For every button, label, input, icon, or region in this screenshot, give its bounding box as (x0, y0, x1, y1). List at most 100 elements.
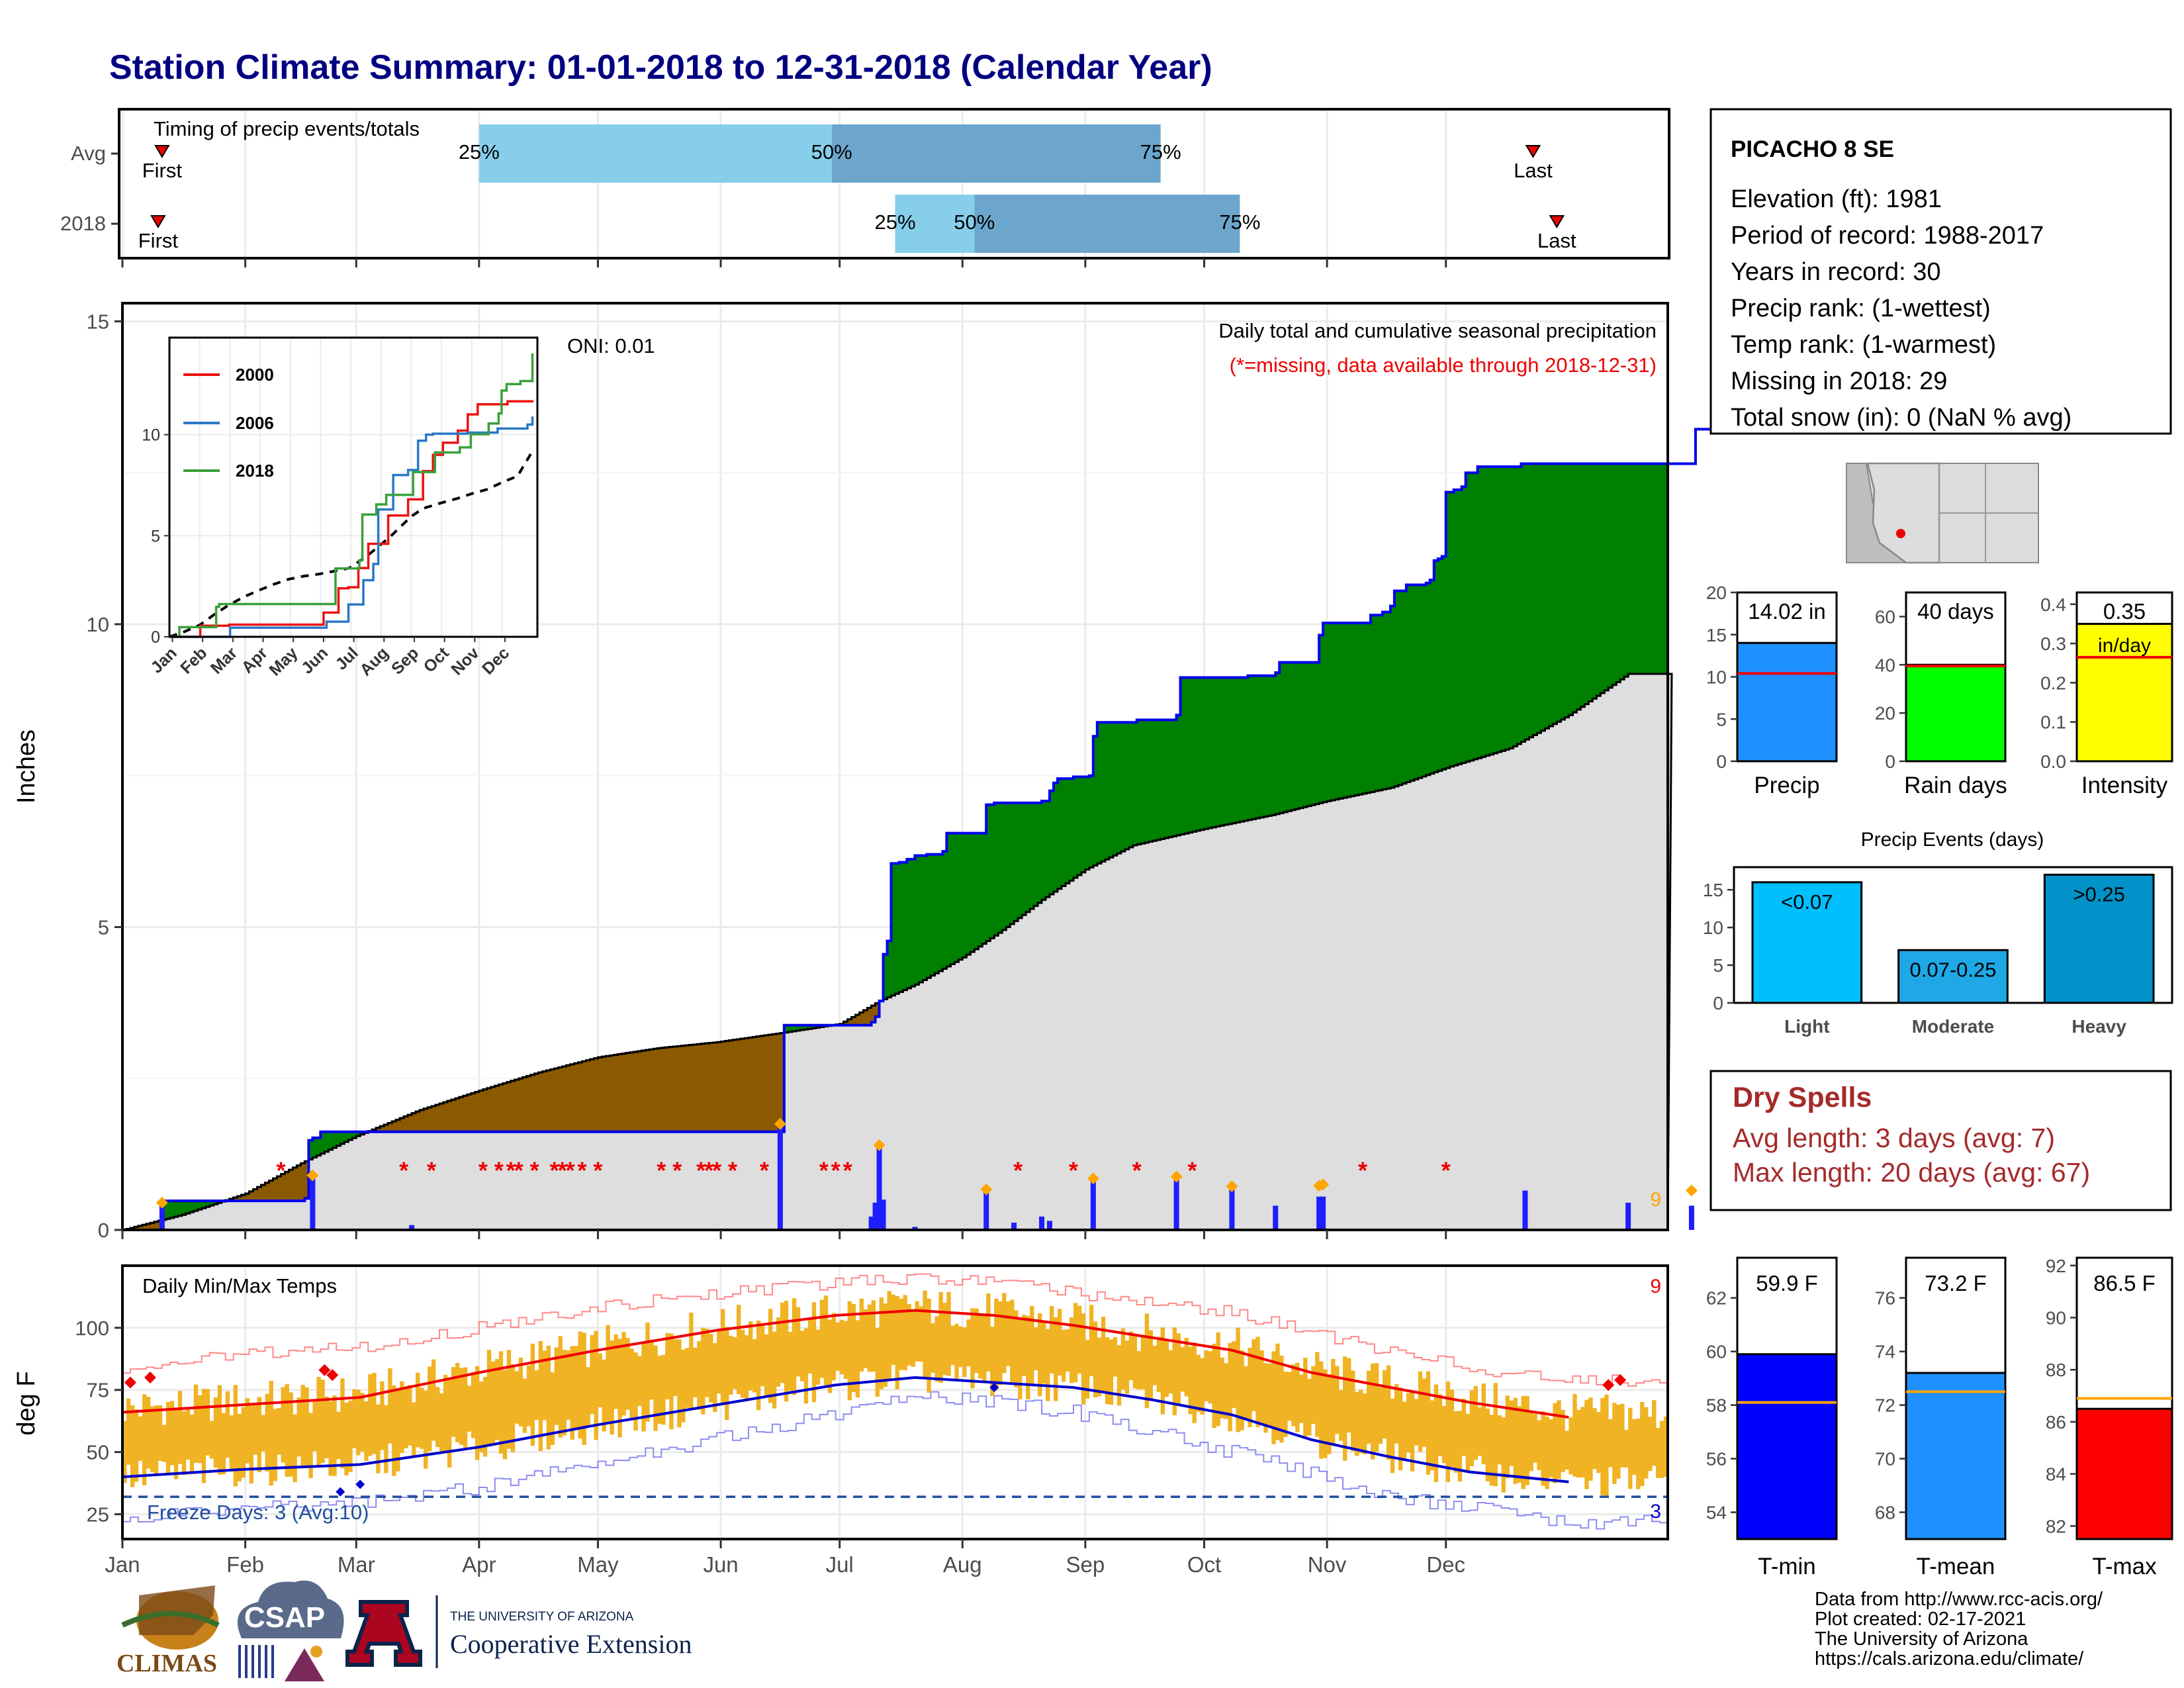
precip-daily-bar (1688, 1205, 1694, 1230)
summary-bar-y-tick-label: 0 (1716, 751, 1727, 772)
timing-panel-label: Timing of precip events/totals (154, 117, 420, 140)
dry-spells-max-length: Max length: 20 days (avg: 67) (1733, 1157, 2090, 1188)
temp-summary-bar-t-mean: 73.2 F 68 70 72 74 76 T-mean (1875, 1256, 2007, 1579)
temp-summary-bar-y-tick-label: 54 (1706, 1503, 1727, 1523)
precip-daily-bar (912, 1227, 918, 1230)
station-info-line: Period of record: 1988-2017 (1731, 222, 2044, 250)
temp-summary-bar-fill (1905, 1372, 2007, 1540)
temp-x-tick-label: Oct (1187, 1552, 1221, 1577)
precip-missing-marker: * (760, 1156, 769, 1184)
temp-record-high-line (122, 1273, 1668, 1387)
inset-legend-label-2006: 2006 (236, 413, 274, 433)
csap-logo-text: CSAP (244, 1601, 325, 1634)
timing-last-label: Last (1514, 159, 1553, 182)
precip-y-tick-label: 15 (87, 310, 109, 333)
station-info-box (1709, 108, 2172, 435)
temp-summary-bar-y-tick-label: 84 (2046, 1464, 2066, 1485)
temp-summary-bar-y-tick-label: 92 (2046, 1256, 2066, 1276)
temp-daily-range-bars (122, 1290, 1668, 1497)
temp-summary-bar-y-tick-label: 68 (1875, 1503, 1895, 1523)
inset-legend-label-2018: 2018 (236, 461, 274, 481)
temp-summary-bar-t-min: 59.9 F 54 56 58 60 62 T-min (1706, 1256, 1838, 1579)
summary-bar-precip: 14.02 in 0 5 10 15 20 Precip (1706, 583, 1838, 798)
csap-logo-mountain (285, 1648, 324, 1681)
precip-missing-marker: * (843, 1156, 852, 1184)
temp-record-low-marker (355, 1479, 365, 1489)
station-info-line: Precip rank: (1-wettest) (1731, 295, 1991, 322)
footer-line: Plot created: 02-17-2021 (1815, 1609, 2026, 1630)
temp-x-tick-label: Nov (1308, 1552, 1347, 1577)
precip-missing-marker: * (1013, 1156, 1023, 1184)
summary-bar-y-tick-label: 40 (1875, 655, 1895, 675)
temp-summary-bar-name: T-max (2092, 1554, 2157, 1579)
precip-daily-marker (774, 1117, 786, 1130)
station-info-line: Elevation (ft): 1981 (1731, 185, 1942, 213)
precip-missing-marker: * (514, 1156, 523, 1184)
temp-record-low-line (122, 1391, 1668, 1530)
precip-average-cumulative-line (122, 673, 1672, 1231)
temp-summary-bar-value-label: 86.5 F (2093, 1271, 2156, 1295)
ua-logo-line2: Cooperative Extension (450, 1629, 692, 1659)
timing-50pct-label: 50% (954, 211, 995, 234)
precip-daily-marker (873, 1139, 886, 1151)
temp-summary-bar-y-tick-label: 70 (1875, 1449, 1895, 1470)
precip-daily-bar (1011, 1223, 1017, 1230)
precip-events-title: Precip Events (days) (1861, 829, 2044, 851)
precip-events-category-label: Heavy (2071, 1016, 2126, 1037)
precip-missing-marker: * (558, 1156, 567, 1184)
summary-bar-y-tick-label: 20 (1875, 703, 1895, 724)
summary-bar-intensity: 0.35 in/day 0.0 0.1 0.2 0.3 0.4 Intensity (2040, 591, 2173, 798)
precip-missing-marker: * (427, 1156, 436, 1184)
temp-record-high-marker (144, 1371, 156, 1383)
temp-summary-bar-y-tick-label: 72 (1875, 1395, 1895, 1416)
temp-summary-bar-y-tick-label: 90 (2046, 1308, 2066, 1329)
dry-spells-box (1709, 1070, 2172, 1211)
timing-first-label: First (138, 229, 179, 252)
precip-missing-marker: * (672, 1156, 682, 1184)
temp-record-high-marker (1602, 1379, 1615, 1391)
precip-events-bar-label: <0.07 (1781, 890, 1833, 914)
precip-daily-bar (1522, 1190, 1528, 1230)
temp-y-tick-label: 50 (87, 1441, 109, 1464)
summary-bar-rain-days: 40 days 0 20 40 60 Rain days (1875, 591, 2007, 798)
climas-logo: CLIMAS (116, 1585, 220, 1677)
precip-daily-marker (1317, 1178, 1330, 1191)
precip-daily-bar (310, 1175, 316, 1230)
precip-events-bar-heavy (2043, 873, 2155, 1004)
summary-bar-value-label: 0.35 (2103, 599, 2146, 624)
inset-y-tick-label: 5 (151, 527, 160, 545)
temp-x-tick-label: Jul (826, 1552, 854, 1577)
summary-bar-name: Precip (1754, 773, 1819, 798)
precip-missing-marker: * (704, 1156, 713, 1184)
timing-row-label-Avg: Avg (71, 142, 106, 165)
station-info-line: Total snow (in): 0 (NaN % avg) (1731, 404, 2071, 432)
temp-summary-bar-value-label: 73.2 F (1925, 1271, 1987, 1295)
precip-events-category-label: Light (1784, 1016, 1829, 1037)
summary-bar-unit-label: in/day (2098, 635, 2151, 657)
temp-summary-bar-y-tick-label: 62 (1706, 1288, 1727, 1309)
dry-spells-title: Dry Spells (1733, 1082, 1872, 1113)
precip-missing-marker: * (657, 1156, 666, 1184)
temp-summary-bar-y-tick-label: 88 (2046, 1360, 2066, 1380)
timing-q25-q50-bar (478, 124, 832, 183)
summary-bar-fill (1736, 641, 1838, 763)
summary-bar-y-tick-label: 0.0 (2040, 751, 2066, 772)
csap-logo: CSAP (237, 1580, 344, 1681)
footer-line: https://cals.arizona.edu/climate/ (1815, 1648, 2084, 1669)
station-info-line: Temp rank: (1-warmest) (1731, 331, 1996, 359)
precip-missing-marker: * (593, 1156, 602, 1184)
temp-x-tick-label: Feb (226, 1552, 264, 1577)
precip-daily-bar (159, 1202, 165, 1230)
inset-background (168, 336, 539, 638)
timing-clip-mask (1670, 106, 1697, 261)
precip-events-category-label: Moderate (1912, 1016, 1994, 1037)
timing-25pct-label: 25% (874, 211, 915, 234)
temp-cold-count-label: 3 (1650, 1501, 1661, 1523)
precip-events-y-tick-label: 10 (1703, 917, 1723, 938)
precip-events-bar-light (1751, 881, 1863, 1004)
precip-missing-marker: * (831, 1156, 841, 1184)
timing-75pct-label: 75% (1140, 140, 1181, 164)
summary-bar-name: Intensity (2081, 773, 2168, 798)
precip-daily-marker (1087, 1172, 1099, 1185)
footer-line: Data from http://www.rcc-acis.org/ (1815, 1589, 2103, 1610)
